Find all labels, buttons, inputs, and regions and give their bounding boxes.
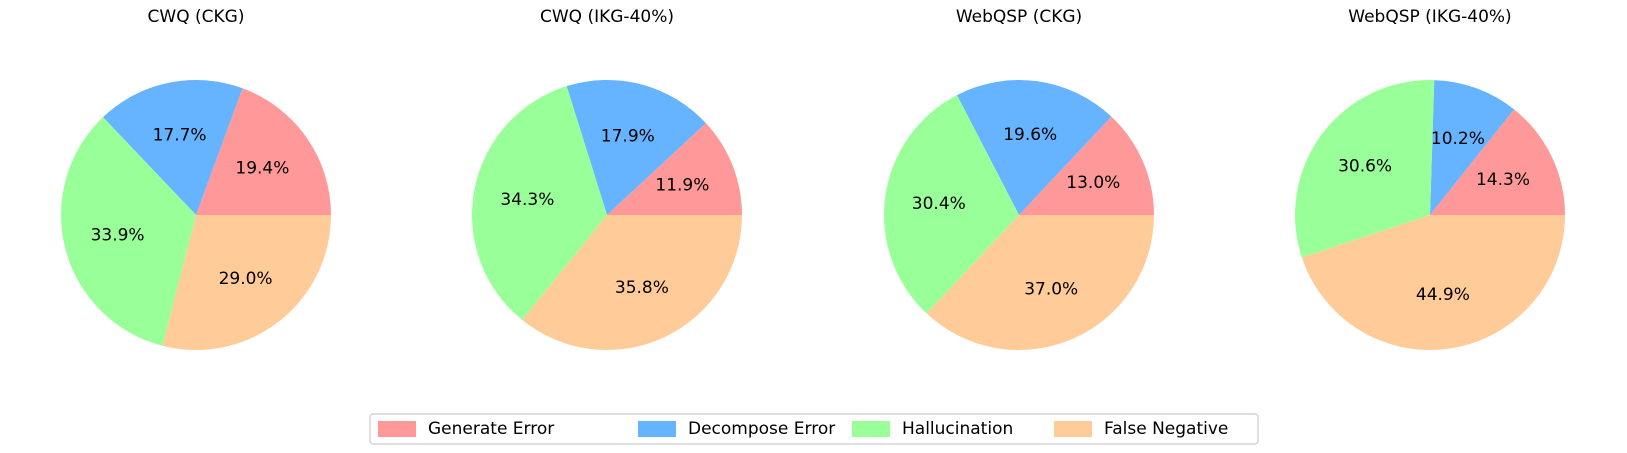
slice-generate-error <box>1019 116 1154 215</box>
legend-item-hallucination: Hallucination <box>852 419 1013 439</box>
slice-decompose-error <box>102 79 243 215</box>
legend-swatch <box>638 421 676 437</box>
pie-chart-2: CWQ (IKG-40%) 11.9% 17.9% 34.3% 35.8% <box>472 7 742 350</box>
legend-item-false-negative: False Negative <box>1054 419 1228 439</box>
pie-chart-3: WebQSP (CKG) 13.0% 19.6% 30.4% 37.0% <box>884 7 1154 350</box>
slice-hallucination <box>60 117 197 346</box>
slice-hallucination <box>884 95 1019 314</box>
legend: Generate Error Decompose Error Hallucinati… <box>369 413 1259 445</box>
legend-label: Decompose Error <box>688 419 835 439</box>
slice-generate-error <box>607 123 742 215</box>
slice-label-generate-error: 14.3% <box>1476 170 1530 190</box>
chart-title: CWQ (IKG-40%) <box>540 7 674 27</box>
legend-swatch <box>378 421 416 437</box>
slice-label-decompose-error: 19.6% <box>1003 125 1057 145</box>
pie-chart-4: WebQSP (IKG-40%) 14.3% 10.2% 30.6% 44.9% <box>1295 7 1565 351</box>
legend-label: Hallucination <box>902 419 1013 439</box>
slice-label-decompose-error: 17.7% <box>153 126 207 146</box>
slice-label-hallucination: 33.9% <box>91 225 145 245</box>
slice-label-decompose-error: 10.2% <box>1431 129 1485 149</box>
slice-label-generate-error: 13.0% <box>1066 173 1120 193</box>
pie-chart-1: CWQ (CKG) 19.4% 17.7% 33.9% 29.0% <box>60 7 331 351</box>
slice-false-negative <box>162 215 331 351</box>
slice-false-negative <box>522 215 742 350</box>
slice-label-hallucination: 30.4% <box>912 194 966 214</box>
slice-generate-error <box>196 88 331 215</box>
slice-label-generate-error: 11.9% <box>655 175 709 195</box>
legend-swatch <box>852 421 890 437</box>
slice-label-false-negative: 35.8% <box>615 278 669 298</box>
slice-hallucination <box>1295 80 1435 258</box>
chart-title: WebQSP (IKG-40%) <box>1348 7 1511 27</box>
slice-label-false-negative: 44.9% <box>1416 285 1470 305</box>
slice-decompose-error <box>956 80 1112 215</box>
legend-frame <box>369 413 1259 445</box>
legend-item-generate-error: Generate Error <box>378 419 554 439</box>
slice-hallucination <box>472 86 607 320</box>
slice-false-negative <box>926 215 1154 350</box>
legend-label: Generate Error <box>428 419 554 439</box>
legend-swatch <box>1054 421 1092 437</box>
legend-label: False Negative <box>1104 419 1228 439</box>
slice-label-generate-error: 19.4% <box>235 159 289 179</box>
slice-label-hallucination: 30.6% <box>1338 157 1392 177</box>
legend-item-decompose-error: Decompose Error <box>638 419 835 439</box>
chart-title: WebQSP (CKG) <box>956 7 1082 27</box>
slice-decompose-error <box>566 80 706 216</box>
slice-generate-error <box>1430 109 1565 215</box>
slice-label-false-negative: 37.0% <box>1024 279 1078 299</box>
chart-title: CWQ (CKG) <box>148 7 245 27</box>
slice-false-negative <box>1301 215 1565 351</box>
slice-label-decompose-error: 17.9% <box>601 127 655 147</box>
slice-label-false-negative: 29.0% <box>219 269 273 289</box>
slice-decompose-error <box>1430 80 1515 215</box>
slice-label-hallucination: 34.3% <box>500 190 554 210</box>
